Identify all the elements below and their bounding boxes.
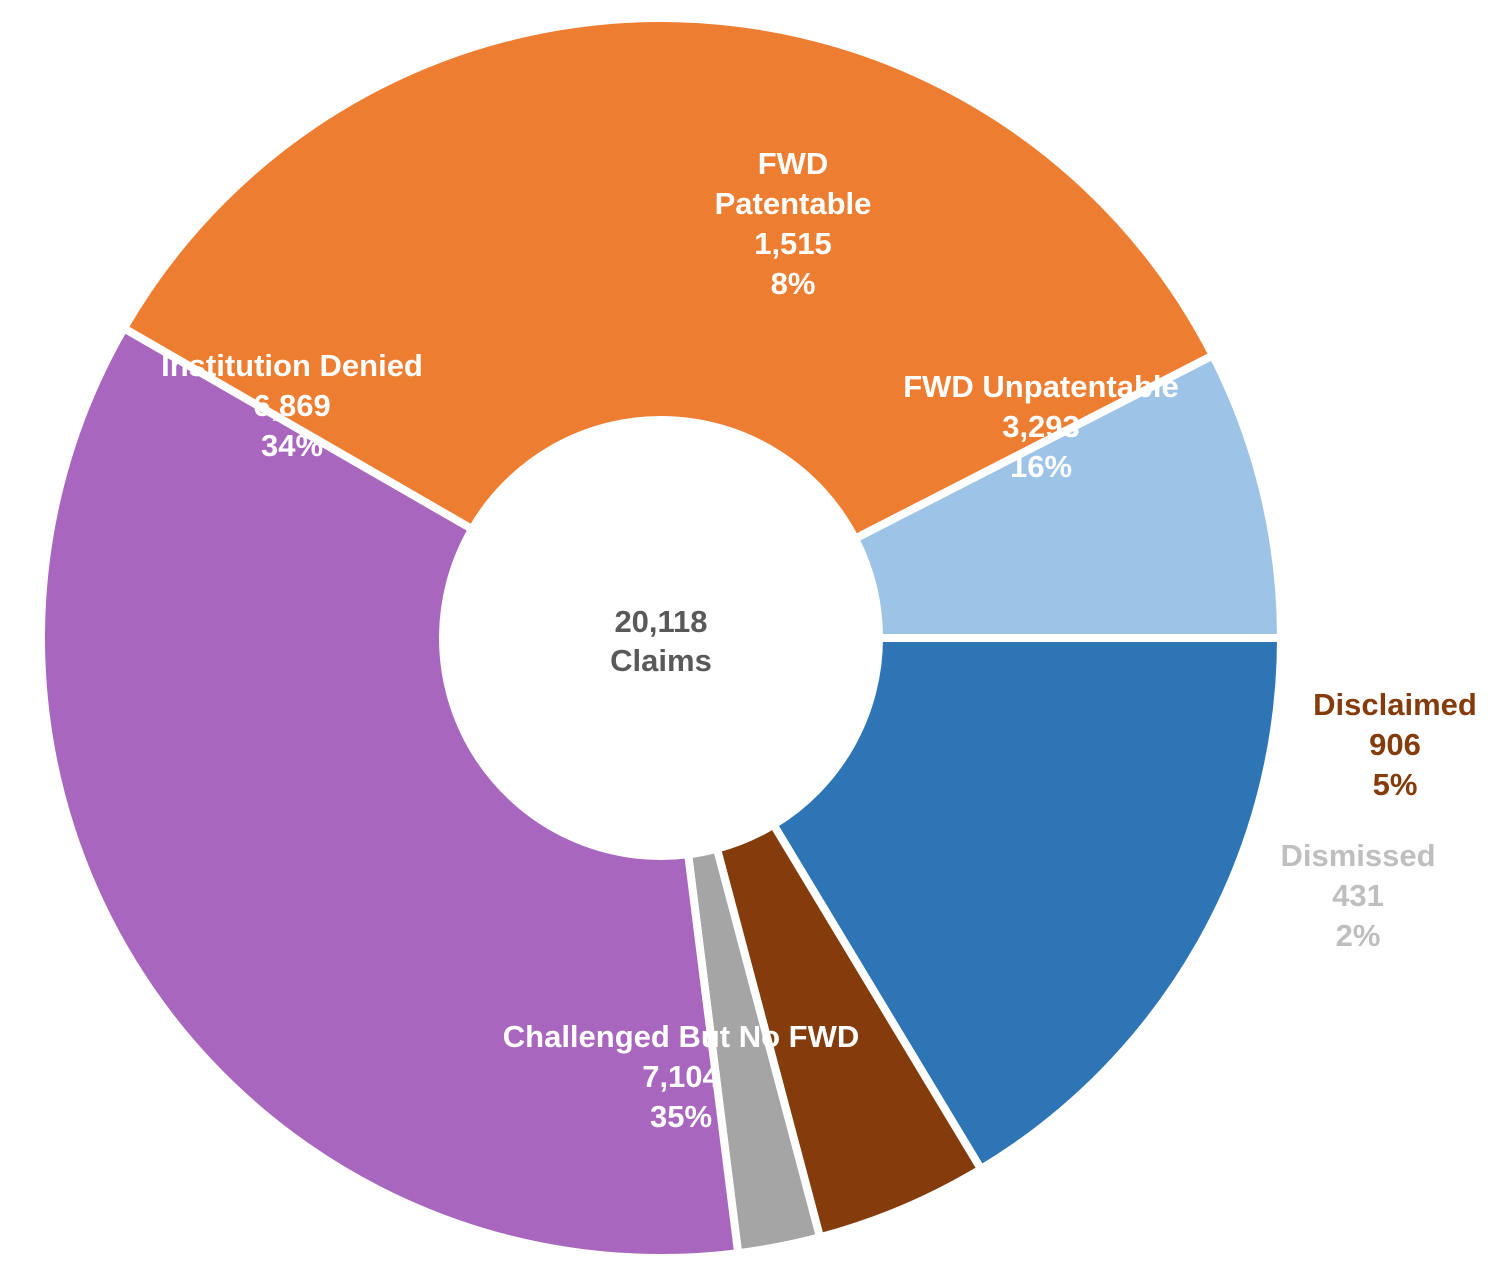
label-institution-denied-percent: 34% — [261, 428, 323, 463]
label-fwd-patentable-percent: 8% — [771, 266, 816, 301]
slice-institution-denied — [118, 14, 1219, 545]
center-total: 20,118 — [614, 604, 707, 639]
label-challenged-but-no-fwd-name: Challenged But No FWD — [503, 1019, 859, 1054]
label-fwd-unpatentable-name: FWD Unpatentable — [903, 369, 1179, 404]
label-disclaimed: Disclaimed 906 5% — [1313, 687, 1477, 802]
slice-fwd-unpatentable — [768, 634, 1286, 1175]
label-disclaimed-percent: 5% — [1373, 767, 1418, 802]
label-dismissed: Dismissed 431 2% — [1280, 838, 1435, 953]
label-disclaimed-value: 906 — [1369, 727, 1421, 762]
label-institution-denied-name: Institution Denied — [161, 348, 423, 383]
center-label: 20,118 Claims — [610, 604, 712, 678]
label-fwd-patentable: FWD Patentable 1,515 8% — [715, 146, 872, 301]
slice-challenged-but-no-fwd — [37, 322, 743, 1262]
label-fwd-patentable-value: 1,515 — [754, 226, 832, 261]
label-fwd-unpatentable-value: 3,293 — [1002, 409, 1080, 444]
labels-group: FWD Unpatentable3,29316%Disclaimed9065%D… — [161, 146, 1477, 1134]
label-fwd-patentable-name: Patentable — [715, 186, 872, 221]
label-disclaimed-name: Disclaimed — [1313, 687, 1477, 722]
label-fwd-unpatentable-percent: 16% — [1010, 449, 1072, 484]
label-dismissed-percent: 2% — [1336, 918, 1381, 953]
slices-group — [37, 14, 1286, 1262]
label-institution-denied-value: 6,869 — [253, 388, 331, 423]
label-institution-denied: Institution Denied 6,869 34% — [161, 348, 423, 463]
label-challenged-but-no-fwd-percent: 35% — [650, 1099, 712, 1134]
slice-fwd-patentable — [849, 350, 1286, 642]
label-challenged-but-no-fwd-value: 7,104 — [642, 1059, 720, 1094]
label-fwd-unpatentable: FWD Unpatentable 3,293 16% — [903, 369, 1179, 484]
center-unit: Claims — [610, 643, 712, 678]
label-challenged-but-no-fwd: Challenged But No FWD 7,104 35% — [503, 1019, 859, 1134]
label-dismissed-name: Dismissed — [1280, 838, 1435, 873]
label-dismissed-value: 431 — [1332, 878, 1384, 913]
label-fwd-patentable-name: FWD — [758, 146, 829, 181]
